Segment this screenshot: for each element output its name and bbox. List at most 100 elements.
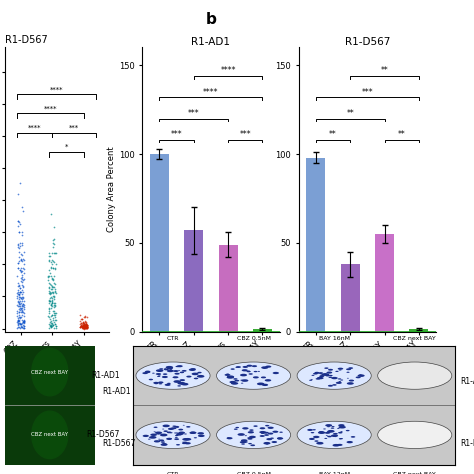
Circle shape: [174, 438, 179, 440]
Point: [14, 321, 21, 328]
Circle shape: [175, 435, 179, 436]
Point: [46, 319, 54, 326]
Point: [45, 306, 53, 313]
Point: [47, 293, 55, 301]
Point: [20, 325, 28, 332]
Point: [17, 250, 25, 258]
Point: [83, 323, 91, 330]
Circle shape: [230, 368, 235, 370]
Point: [20, 303, 28, 311]
Point: [50, 264, 57, 272]
Circle shape: [351, 436, 356, 438]
Point: [82, 321, 90, 328]
Circle shape: [167, 438, 172, 440]
Point: [14, 308, 21, 315]
Circle shape: [178, 428, 183, 430]
Point: [48, 319, 55, 326]
Circle shape: [266, 444, 268, 445]
Circle shape: [162, 376, 168, 378]
Point: [14, 323, 22, 331]
Point: [14, 298, 22, 305]
Point: [51, 313, 58, 321]
Circle shape: [32, 411, 68, 459]
Point: [20, 317, 27, 324]
Circle shape: [236, 367, 237, 368]
Circle shape: [260, 435, 265, 437]
Circle shape: [326, 375, 330, 376]
Circle shape: [170, 432, 173, 433]
Point: [77, 322, 84, 330]
Point: [51, 316, 59, 324]
Point: [18, 305, 25, 312]
Point: [50, 276, 57, 283]
Point: [16, 300, 23, 308]
Point: [20, 256, 28, 264]
Point: [79, 323, 86, 330]
Point: [50, 309, 57, 317]
Point: [19, 255, 27, 263]
Circle shape: [245, 435, 247, 436]
Point: [20, 248, 28, 255]
Circle shape: [266, 438, 272, 440]
Circle shape: [325, 432, 330, 434]
Circle shape: [160, 434, 167, 437]
Point: [20, 275, 27, 283]
Point: [83, 322, 91, 330]
Legend: CTR, CBZ, BAY 4hrs, CBZ next BAY: CTR, CBZ, BAY 4hrs, CBZ next BAY: [164, 102, 220, 134]
Point: [45, 273, 53, 280]
Circle shape: [168, 428, 174, 430]
Circle shape: [156, 373, 161, 375]
Point: [80, 322, 88, 330]
Circle shape: [264, 434, 269, 436]
Circle shape: [339, 438, 341, 439]
Circle shape: [327, 436, 332, 438]
Point: [46, 315, 54, 322]
Text: ***: ***: [188, 109, 200, 118]
Point: [20, 322, 28, 329]
Circle shape: [319, 431, 324, 433]
Circle shape: [217, 362, 291, 389]
Circle shape: [309, 380, 312, 381]
Point: [47, 301, 55, 309]
Point: [19, 264, 27, 272]
Text: R1-D567: R1-D567: [86, 430, 120, 439]
Point: [46, 321, 54, 329]
Point: [48, 256, 55, 264]
Point: [50, 311, 58, 319]
Bar: [410, 329, 428, 332]
Text: CBZ next BAY: CBZ next BAY: [393, 472, 436, 474]
Point: [78, 315, 86, 323]
Point: [15, 223, 22, 230]
Circle shape: [166, 438, 172, 440]
Circle shape: [143, 435, 149, 437]
Circle shape: [346, 368, 351, 370]
Circle shape: [314, 372, 319, 374]
Bar: [375, 234, 394, 332]
Point: [17, 288, 24, 295]
Circle shape: [347, 382, 354, 385]
Point: [77, 317, 84, 324]
Circle shape: [324, 367, 328, 369]
Text: b: b: [206, 12, 216, 27]
Bar: [219, 245, 237, 332]
Point: [50, 318, 57, 325]
Text: R1-AD1: R1-AD1: [91, 371, 120, 380]
Point: [15, 309, 23, 316]
Text: CBZ next BAY: CBZ next BAY: [31, 432, 68, 438]
Circle shape: [240, 374, 247, 376]
Circle shape: [247, 437, 250, 438]
Circle shape: [234, 428, 238, 430]
Point: [83, 313, 91, 320]
Text: R1-D567: R1-D567: [102, 439, 135, 447]
Point: [45, 280, 53, 287]
Text: ****: ****: [44, 106, 57, 112]
Point: [19, 294, 27, 302]
Circle shape: [161, 443, 168, 446]
Circle shape: [331, 434, 338, 437]
Point: [16, 320, 24, 328]
Point: [51, 320, 59, 328]
Circle shape: [167, 367, 173, 369]
Text: *: *: [64, 144, 68, 150]
Circle shape: [317, 377, 324, 379]
Point: [80, 313, 88, 320]
